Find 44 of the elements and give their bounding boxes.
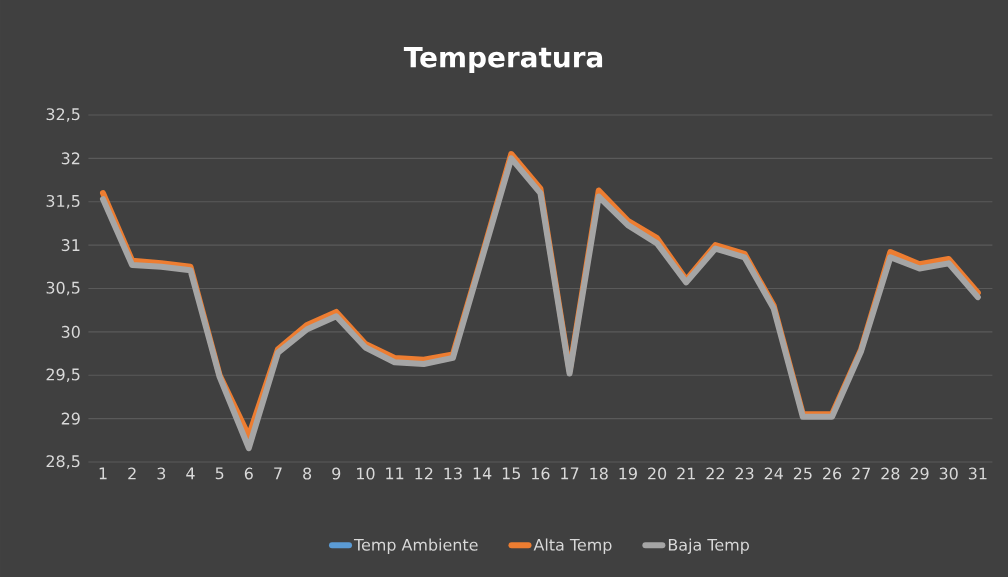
- x-tick-label: 11: [386, 467, 404, 480]
- x-tick-label: 27: [852, 467, 870, 480]
- x-tick-label: 31: [968, 467, 987, 480]
- y-tick-label: 29,5: [46, 368, 80, 383]
- x-tick-label: 30: [939, 467, 958, 480]
- y-tick-label: 31,5: [46, 194, 80, 209]
- x-tick-label: 20: [648, 467, 667, 480]
- x-tick-label: 3: [157, 467, 166, 480]
- x-tick-label: 23: [735, 467, 754, 480]
- y-tick-label: 30: [61, 325, 80, 338]
- x-tick-label: 1: [99, 467, 107, 480]
- x-tick-label: 26: [823, 467, 842, 480]
- x-tick-label: 29: [910, 467, 929, 480]
- x-tick-label: 16: [532, 467, 550, 480]
- x-tick-label: 22: [706, 467, 724, 480]
- x-tick-label: 25: [793, 467, 812, 480]
- legend-label: Baja Temp: [668, 538, 749, 554]
- x-tick-label: 9: [332, 467, 341, 480]
- x-tick-label: 19: [619, 467, 637, 480]
- x-tick-label: 5: [215, 467, 224, 480]
- x-tick-label: 2: [128, 467, 136, 480]
- x-tick-label: 13: [444, 467, 462, 480]
- x-tick-label: 4: [186, 467, 195, 480]
- x-tick-label: 28: [881, 467, 900, 480]
- y-tick-label: 32: [61, 152, 80, 165]
- x-tick-label: 8: [303, 467, 312, 480]
- legend-label: Temp Ambiente: [353, 538, 478, 554]
- x-tick-label: 14: [473, 467, 492, 480]
- x-tick-label: 12: [415, 467, 433, 480]
- y-tick-label: 29: [61, 412, 80, 425]
- x-tick-label: 17: [561, 467, 579, 480]
- legend-label: Alta Temp: [533, 538, 612, 554]
- chart-title: Temperatura: [403, 46, 603, 74]
- x-tick-label: 6: [244, 467, 253, 480]
- x-tick-label: 10: [357, 467, 375, 480]
- y-tick-label: 32,5: [46, 108, 80, 122]
- x-tick-label: 7: [274, 467, 282, 480]
- x-tick-label: 18: [590, 467, 608, 480]
- x-tick-label: 21: [677, 467, 695, 480]
- x-tick-label: 24: [764, 467, 783, 480]
- x-tick-label: 15: [502, 467, 520, 480]
- y-tick-label: 28,5: [46, 455, 80, 469]
- y-tick-label: 30,5: [46, 281, 80, 296]
- y-tick-label: 31: [61, 239, 80, 252]
